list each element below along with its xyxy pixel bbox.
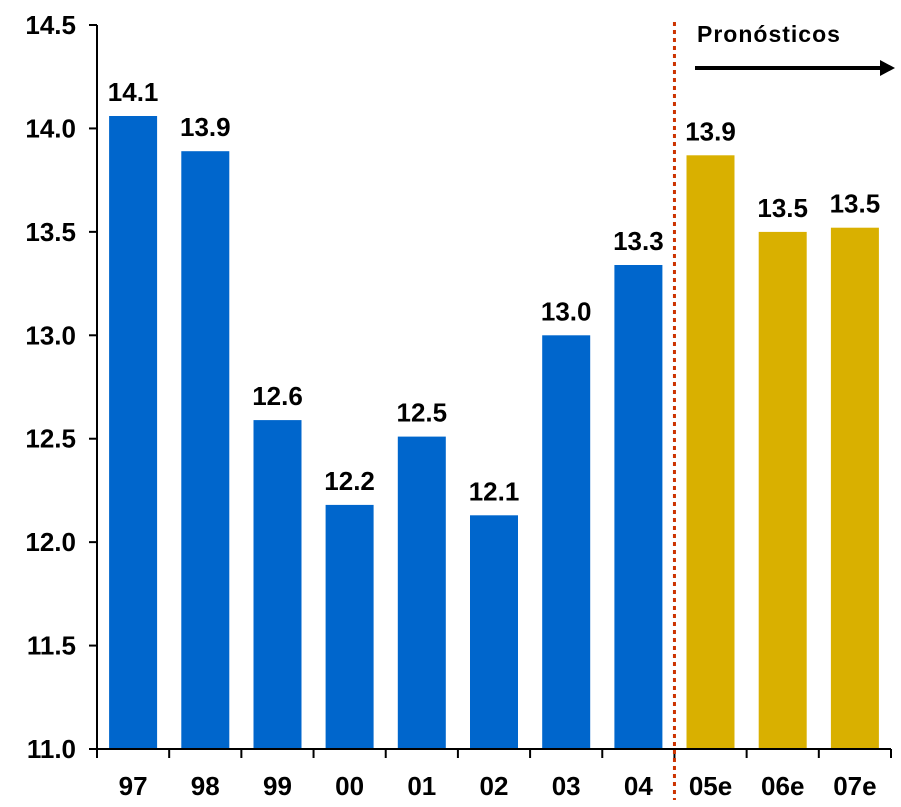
forecast-annotation: Pronósticos — [697, 21, 841, 47]
bar-05e — [686, 155, 735, 750]
bar-02 — [470, 515, 518, 749]
data-labels-group: 14.1 13.9 12.6 12.2 12.5 12.1 13.0 13.3 13.9 13.5… — [108, 77, 880, 506]
x-tick-label-01: 01 — [407, 771, 436, 801]
data-label-03: 13.0 — [541, 296, 592, 326]
x-tick-label-99: 99 — [263, 771, 292, 801]
data-label-98: 13.9 — [180, 112, 231, 142]
data-label-97: 14.1 — [108, 77, 159, 107]
data-label-05e: 13.9 — [685, 116, 736, 146]
data-label-06e: 13.5 — [757, 193, 808, 223]
data-label-04: 13.3 — [613, 226, 664, 256]
data-label-01: 12.5 — [396, 398, 447, 428]
bar-97 — [109, 116, 158, 749]
x-tick-label-97: 97 — [119, 771, 148, 801]
x-tick-label-06e: 06e — [761, 771, 804, 801]
x-tick-label-03: 03 — [552, 771, 581, 801]
y-tick-label: 11.5 — [27, 631, 76, 661]
y-tick-label: 12.0 — [25, 527, 76, 557]
bars-group — [109, 116, 879, 750]
data-label-99: 12.6 — [252, 381, 303, 411]
x-tick-label-05e: 05e — [689, 771, 732, 801]
x-tick-label-02: 02 — [480, 771, 509, 801]
y-tick-label: 13.0 — [25, 320, 76, 350]
bar-03 — [542, 335, 591, 749]
y-tick-label: 14.0 — [25, 113, 76, 143]
bar-01 — [397, 436, 446, 749]
y-axis: 11.0 11.5 12.0 12.5 13.0 13.5 14.0 14.5 — [25, 10, 98, 764]
bar-99 — [253, 420, 302, 749]
x-tick-label-00: 00 — [335, 771, 364, 801]
bar-00 — [325, 504, 374, 749]
y-tick-label: 13.5 — [25, 217, 76, 247]
bar-06e — [758, 231, 807, 749]
bar-07e — [830, 227, 879, 749]
x-axis: 97 98 99 00 01 02 03 04 05e 06e 07e — [96, 748, 892, 801]
bar-98 — [181, 151, 230, 749]
x-tick-label-07e: 07e — [833, 771, 876, 801]
forecast-arrow-icon — [695, 60, 895, 76]
bar-04 — [614, 265, 663, 749]
y-tick-label: 14.5 — [25, 10, 76, 40]
y-tick-label: 11.0 — [27, 734, 76, 764]
data-label-00: 12.2 — [324, 466, 375, 496]
y-tick-label: 12.5 — [25, 424, 76, 454]
arrow-head — [880, 60, 895, 76]
x-tick-label-98: 98 — [191, 771, 220, 801]
data-label-02: 12.1 — [469, 476, 520, 506]
x-tick-label-04: 04 — [624, 771, 653, 801]
data-label-07e: 13.5 — [830, 189, 881, 219]
